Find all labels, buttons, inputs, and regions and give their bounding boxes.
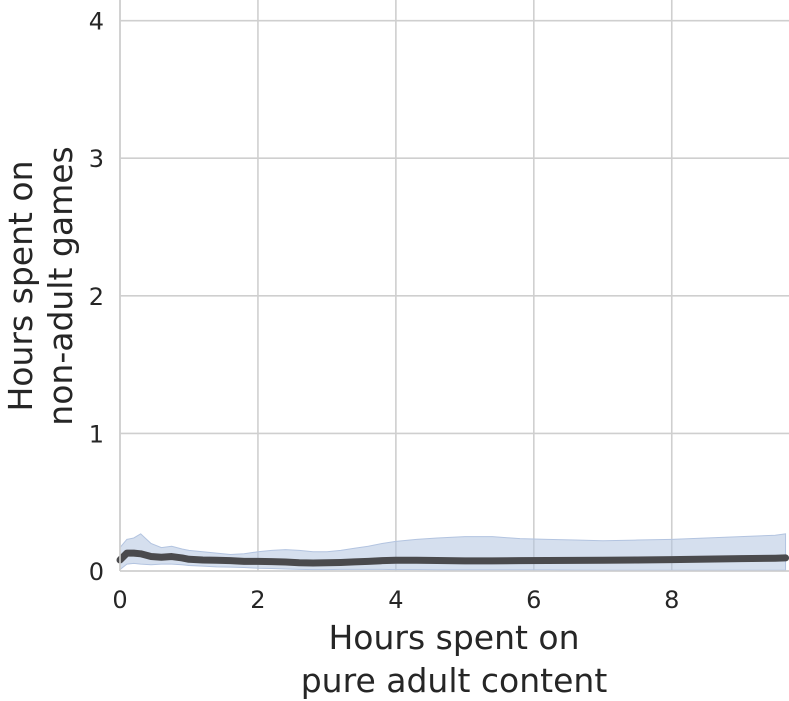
y-axis-label-line-1: Hours spent on bbox=[1, 160, 40, 411]
y-tick-label: 2 bbox=[89, 283, 104, 311]
x-tick-labels: 0 2 4 6 8 bbox=[112, 586, 679, 614]
y-tick-label: 4 bbox=[89, 8, 104, 36]
x-tick-label: 4 bbox=[388, 586, 403, 614]
x-tick-label: 8 bbox=[664, 586, 679, 614]
y-tick-label: 3 bbox=[89, 145, 104, 173]
gridlines bbox=[119, 0, 789, 572]
confidence-band bbox=[119, 533, 787, 571]
x-tick-label: 6 bbox=[526, 586, 541, 614]
y-axis-label-line-2: non-adult games bbox=[41, 146, 80, 425]
axis-spines bbox=[119, 0, 789, 572]
series-layer bbox=[116, 549, 789, 567]
x-tick-label: 0 bbox=[112, 586, 127, 614]
x-axis-label-line-2: pure adult content bbox=[301, 661, 608, 700]
x-axis-label-line-1: Hours spent on bbox=[328, 618, 579, 657]
y-tick-label: 0 bbox=[89, 558, 104, 586]
series-line-mean bbox=[116, 549, 789, 567]
x-tick-label: 2 bbox=[250, 586, 265, 614]
confidence-band-layer bbox=[119, 533, 787, 571]
y-tick-label: 1 bbox=[89, 420, 104, 448]
y-tick-labels: 0 1 2 3 4 bbox=[89, 8, 104, 586]
